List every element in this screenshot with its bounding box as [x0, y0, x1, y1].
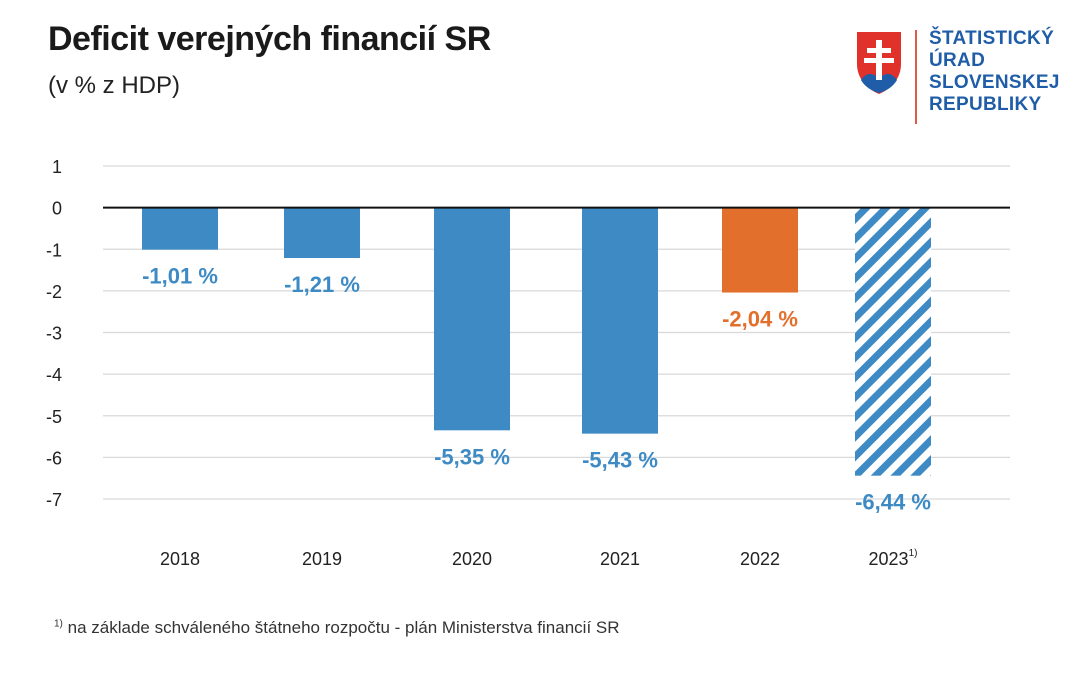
- data-label: -1,21 %: [284, 272, 360, 297]
- y-tick-label: -3: [46, 324, 62, 344]
- footnote-text: na základe schváleného štátneho rozpočtu…: [67, 618, 620, 637]
- bar-2020: [434, 207, 510, 431]
- organization-name: ŠTATISTICKÝ ÚRAD SLOVENSKEJ REPUBLIKY: [929, 28, 1060, 116]
- y-tick-label: -7: [46, 490, 62, 510]
- statistical-office-logo: ŠTATISTICKÝ ÚRAD SLOVENSKEJ REPUBLIKY: [855, 28, 1065, 128]
- bar-2021: [582, 207, 658, 434]
- x-tick-superscript: 1): [909, 548, 918, 559]
- data-label: -5,35 %: [434, 444, 510, 469]
- bar-2022: [722, 207, 798, 293]
- x-tick-label: 2020: [452, 549, 492, 569]
- x-tick-label: 2018: [160, 549, 200, 569]
- y-tick-label: -4: [46, 365, 62, 385]
- footnote: 1) na základe schváleného štátneho rozpo…: [54, 618, 620, 638]
- data-label: -5,43 %: [582, 448, 658, 473]
- org-line: ŠTATISTICKÝ: [929, 28, 1055, 49]
- y-tick-label: -6: [46, 448, 62, 468]
- logo-divider: [915, 30, 917, 124]
- bar-2023: [855, 207, 931, 476]
- y-tick-label: 0: [52, 199, 62, 219]
- y-tick-label: 1: [52, 157, 62, 177]
- data-label: -2,04 %: [722, 307, 798, 332]
- deficit-bar-chart: 1 0 -1 -2 -3 -4 -5 -6 -7 -1,01 % -1,21 % -5,35 % -5,…: [46, 157, 1010, 569]
- footnote-marker: 1): [54, 618, 63, 630]
- chart-subtitle: (v % z HDP): [48, 72, 180, 99]
- slovak-coat-of-arms-icon: [857, 32, 901, 94]
- x-tick-label: 2022: [740, 549, 780, 569]
- x-tick-label: 2021: [600, 549, 640, 569]
- data-label: -6,44 %: [855, 490, 931, 515]
- y-tick-label: -1: [46, 240, 62, 260]
- org-line: REPUBLIKY: [929, 94, 1042, 115]
- y-tick-label: -2: [46, 282, 62, 302]
- x-tick-label: 20231): [869, 548, 918, 569]
- x-tick-label: 2019: [302, 549, 342, 569]
- org-line: SLOVENSKEJ: [929, 72, 1060, 93]
- bar-2019: [284, 207, 360, 258]
- y-tick-label: -5: [46, 407, 62, 427]
- bar-2018: [142, 207, 218, 250]
- data-label: -1,01 %: [142, 264, 218, 289]
- chart-title: Deficit verejných financií SR: [48, 20, 491, 58]
- org-line: ÚRAD: [929, 50, 986, 71]
